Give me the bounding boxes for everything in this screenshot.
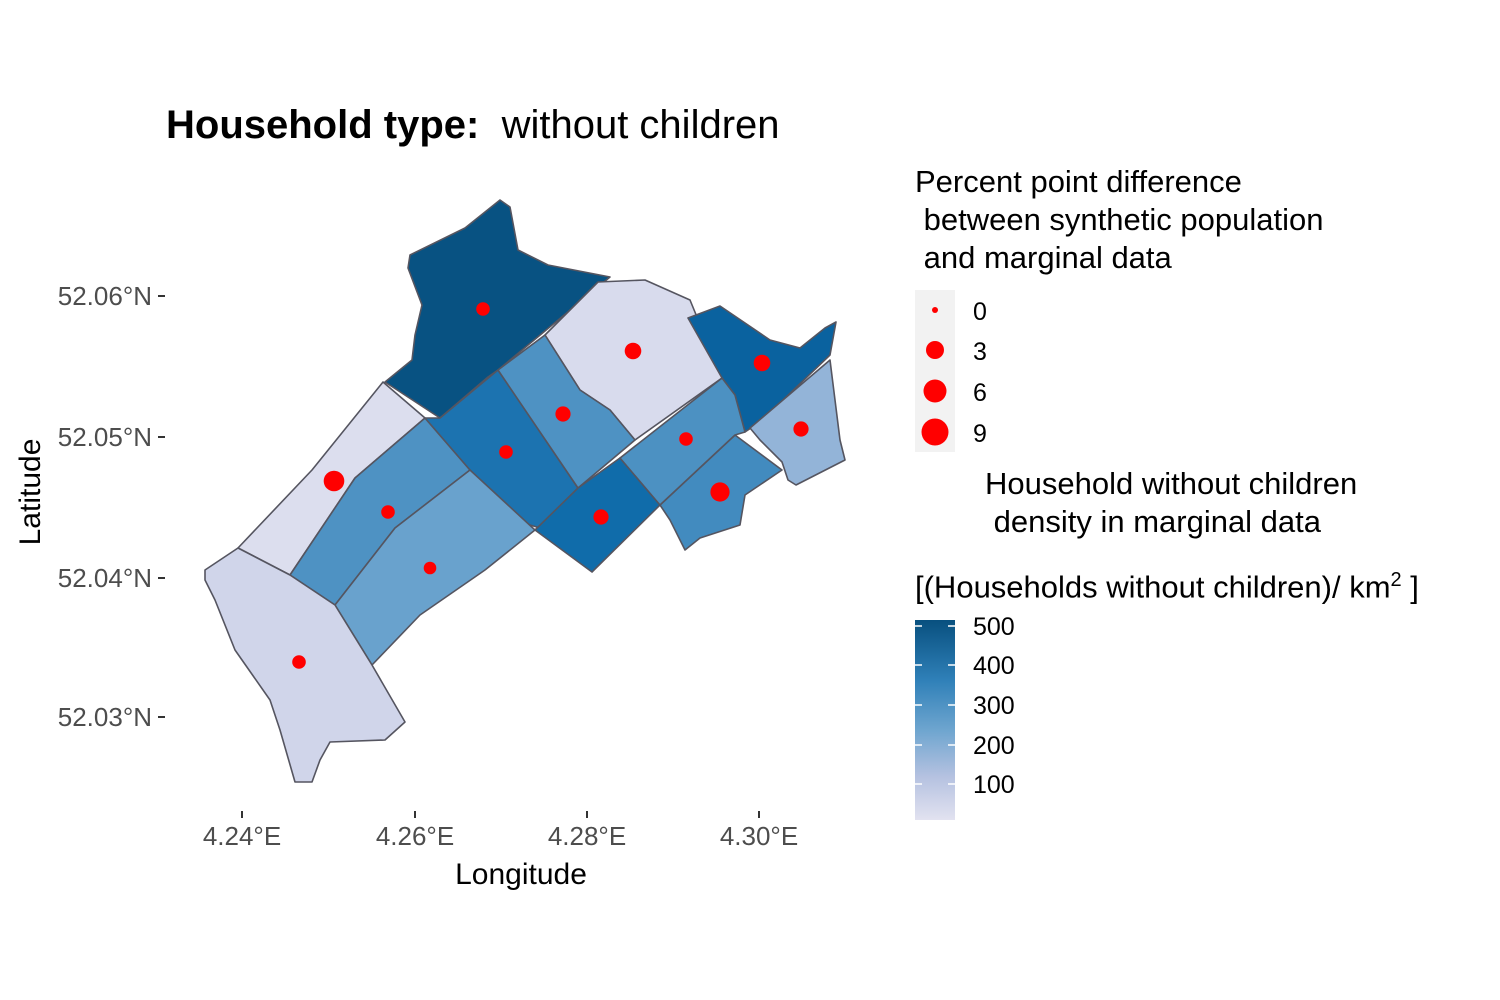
size-legend-label: 9 xyxy=(973,420,987,448)
diff-point xyxy=(476,302,490,316)
fill-legend-unit-text: [(Households without children)/ km xyxy=(915,569,1391,605)
diff-point xyxy=(679,432,693,446)
fill-legend-tick: 100 xyxy=(973,771,1015,799)
diff-point xyxy=(292,655,306,669)
point-layer xyxy=(292,302,809,669)
x-axis-title: Longitude xyxy=(455,858,587,891)
fill-legend-unit: [(Households without children)/ km2 ] xyxy=(915,561,1419,606)
title-normal: without children xyxy=(501,103,780,147)
diff-point xyxy=(593,509,609,525)
fill-legend-title-line: density in marginal data xyxy=(985,504,1322,539)
size-legend-title-line: and marginal data xyxy=(915,240,1172,275)
y-tick-label: 52.05°N xyxy=(58,422,152,452)
diff-point xyxy=(793,421,809,437)
size-legend-title-line: between synthetic population xyxy=(915,202,1324,237)
y-axis-title: Latitude xyxy=(14,439,47,546)
fill-legend: 500 400 300 200 100 xyxy=(915,613,1015,820)
y-axis: 52.06°N 52.05°N 52.04°N 52.03°N xyxy=(58,281,165,732)
diff-point xyxy=(423,561,437,575)
fill-legend-tick: 300 xyxy=(973,692,1015,720)
x-tick-label: 4.24°E xyxy=(203,821,281,851)
x-tick-label: 4.28°E xyxy=(548,821,626,851)
diff-point xyxy=(381,505,395,519)
fill-legend-tick: 200 xyxy=(973,732,1015,760)
x-axis: 4.24°E 4.26°E 4.28°E 4.30°E xyxy=(203,811,798,851)
fill-legend-title: Household without children density in ma… xyxy=(985,465,1357,541)
fill-legend-title-line: Household without children xyxy=(985,466,1358,501)
fill-legend-tick: 500 xyxy=(973,613,1015,641)
size-legend-title-line: Percent point difference xyxy=(915,164,1242,199)
size-legend-key xyxy=(921,418,949,446)
diff-point xyxy=(323,470,345,492)
title-bold: Household type: xyxy=(166,103,480,147)
size-legend-label: 3 xyxy=(973,338,987,366)
x-tick-label: 4.26°E xyxy=(376,821,454,851)
diff-point xyxy=(753,354,771,372)
size-legend-title: Percent point difference between synthet… xyxy=(915,163,1323,277)
size-legend: 0 3 6 9 xyxy=(915,290,987,452)
y-tick-label: 52.03°N xyxy=(58,702,152,732)
size-legend-key xyxy=(923,379,947,403)
size-legend-key xyxy=(926,341,944,359)
diff-point xyxy=(624,342,642,360)
fill-legend-colorbar xyxy=(915,620,955,820)
map-title: Household type: without children xyxy=(166,103,780,148)
size-legend-key xyxy=(932,307,938,313)
size-legend-label: 6 xyxy=(973,379,987,407)
y-tick-label: 52.04°N xyxy=(58,563,152,593)
fill-legend-unit-suffix: ] xyxy=(1401,569,1419,605)
fill-legend-unit-sup: 2 xyxy=(1390,569,1402,591)
diff-point xyxy=(555,406,571,422)
diff-point xyxy=(710,482,730,502)
diff-point xyxy=(499,445,513,459)
district-layer xyxy=(204,199,846,783)
x-tick-label: 4.30°E xyxy=(720,821,798,851)
y-tick-label: 52.06°N xyxy=(58,281,152,311)
size-legend-label: 0 xyxy=(973,298,987,326)
fill-legend-tick: 400 xyxy=(973,652,1015,680)
